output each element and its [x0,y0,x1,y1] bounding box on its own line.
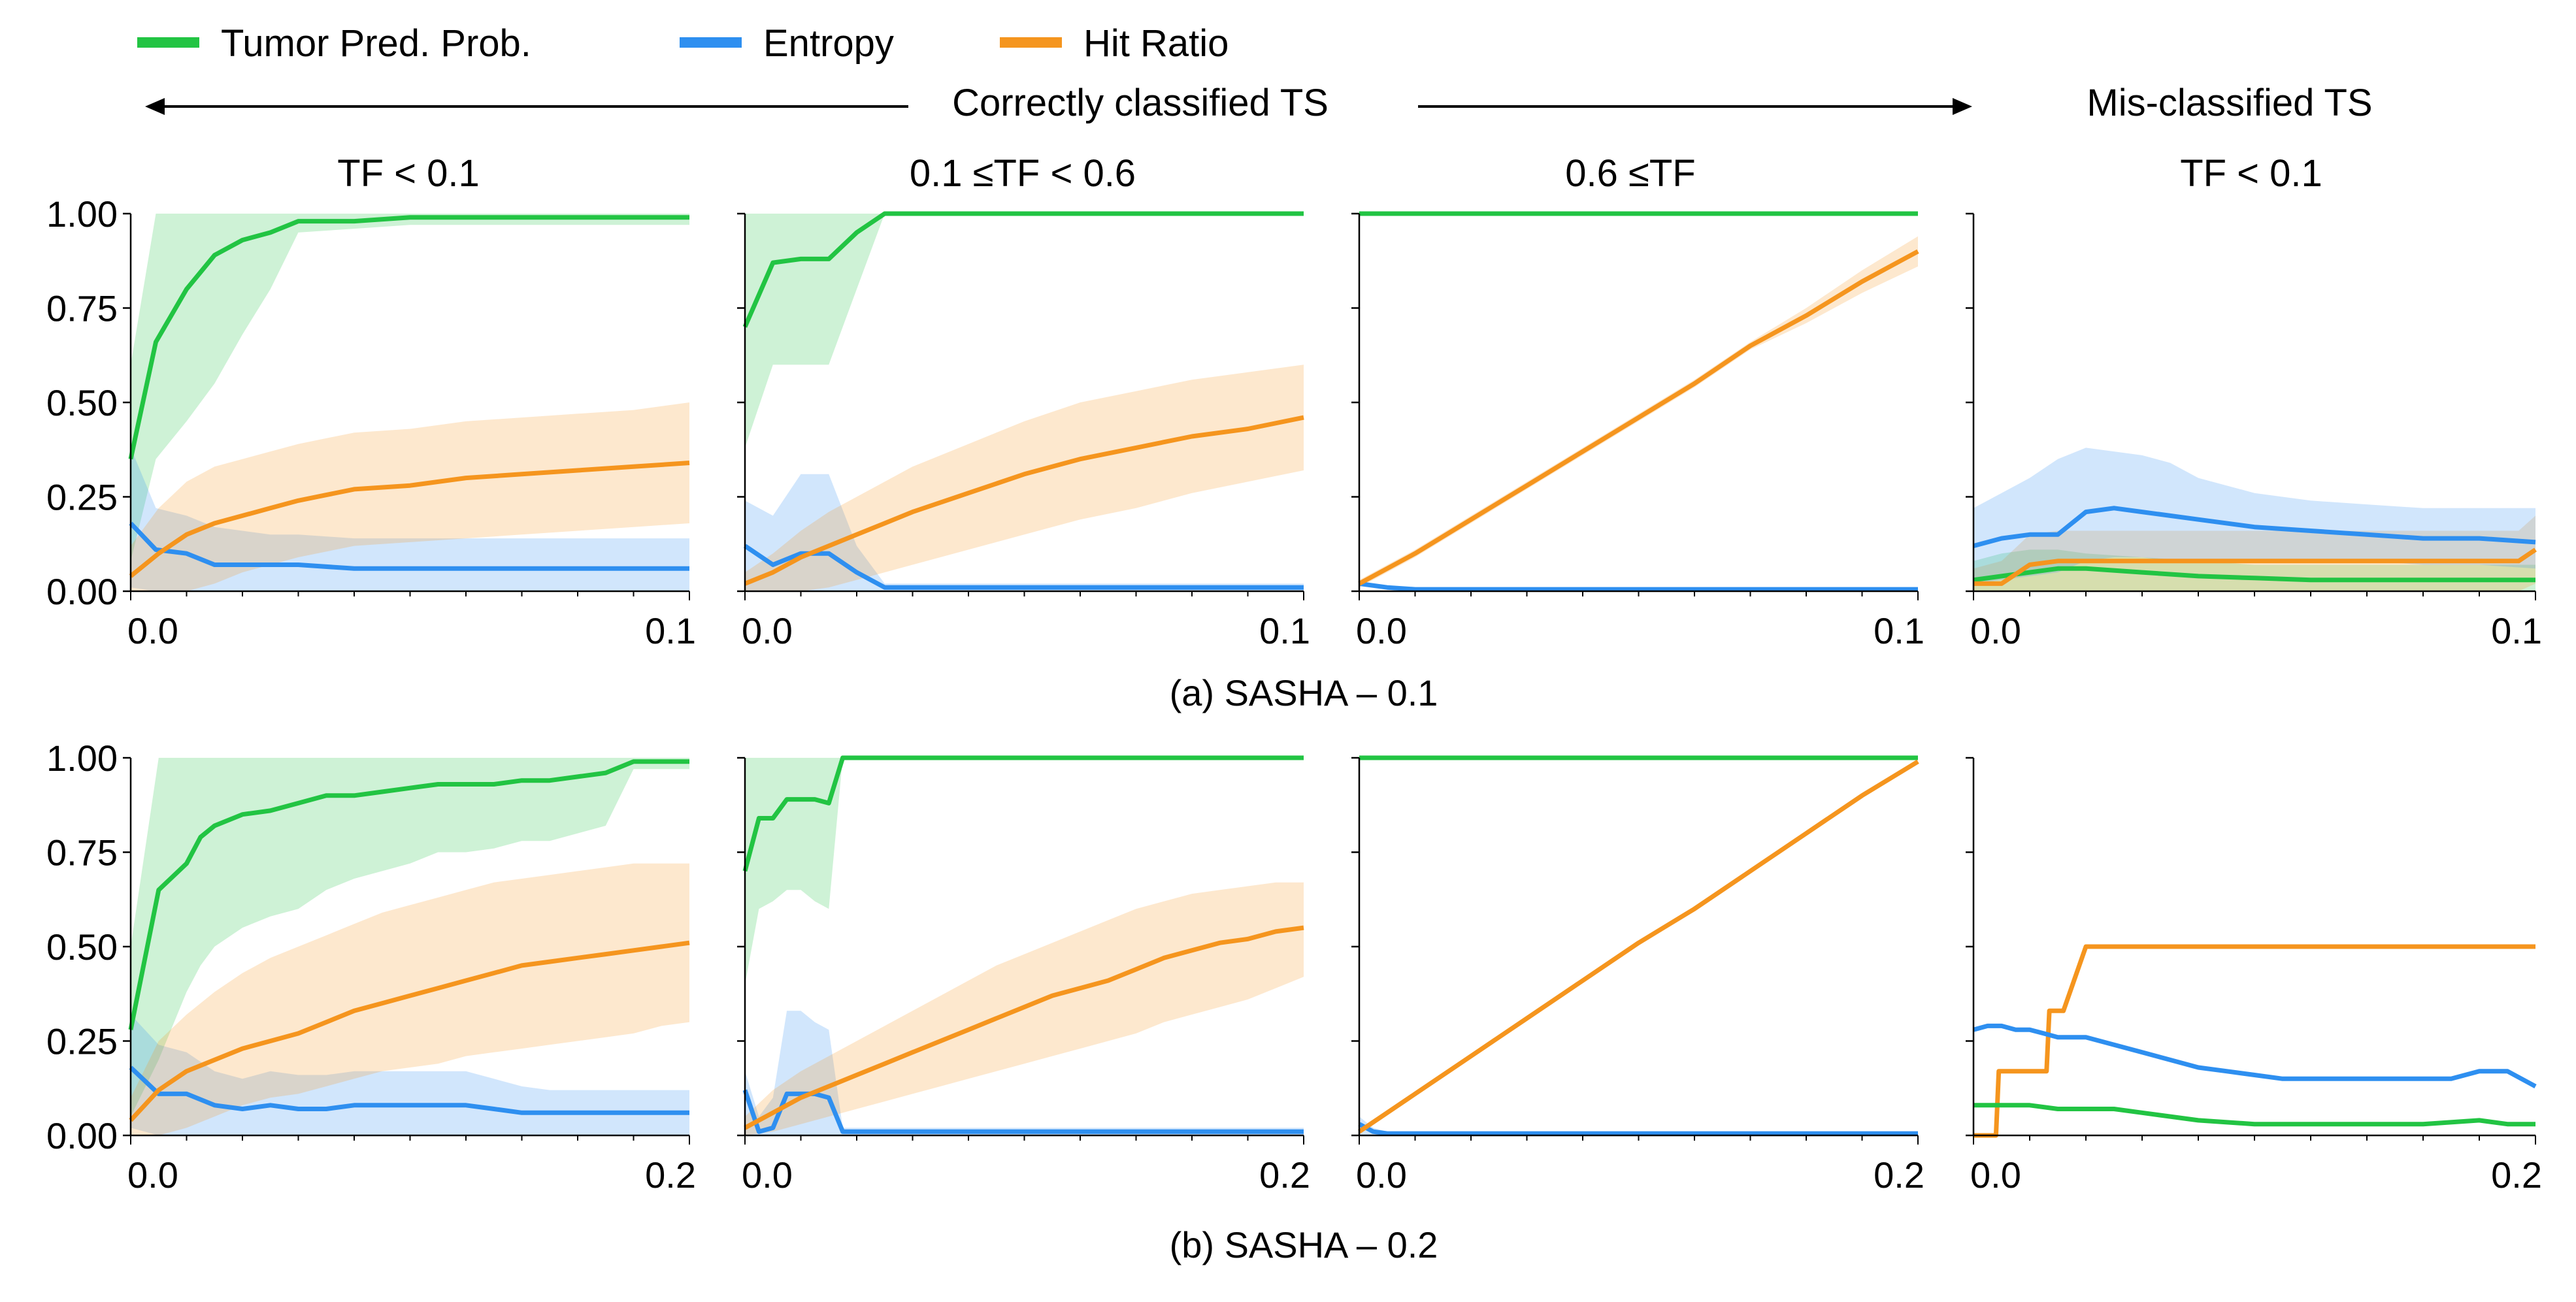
panel-r2c4-x-tick-label-start: 0.0 [1970,1154,2021,1196]
header: Correctly classified TS Mis-classified T… [145,82,2373,124]
panel-r2c1-band-prob [131,758,689,1117]
panel-r1c4-line-entropy [1973,506,2536,548]
panel-r1c3: 0.0 0.1 [1351,211,1924,651]
panel-r2c2-x-tick-label-start: 0.0 [742,1154,793,1196]
panel-r2c1-line-entropy [129,1066,689,1115]
legend-label-entropy: Entropy [763,22,894,65]
panel-r1c4-line-prob [1973,566,2535,583]
panel-r2c1-band-hit [131,863,689,1135]
panel-r1c2-x-tick-label-end: 0.1 [1259,610,1310,651]
panel-r2c2-line-prob [742,755,1304,872]
panel-r2c3-line-hit [1358,759,1919,1134]
panel-r1c2-line-hit [744,415,1304,586]
column-title-3: 0.6 ≤TF [1565,152,1695,195]
panel-r1c4-x-tick-label-start: 0.0 [1970,610,2021,651]
panel-r2c1-x-tick-label-start: 0.0 [127,1154,178,1196]
panel-r2c1-y-tick-label: 0.75 [46,832,118,873]
panel-r1c4-x-tick-label-end: 0.1 [2491,610,2542,651]
row-caption-b: (b) SASHA – 0.2 [1170,1224,1438,1265]
correct-label: Correctly classified TS [952,82,1329,124]
panel-r2c2-x-tick-label-end: 0.2 [1259,1154,1310,1196]
panel-r1c1-x-tick-label-start: 0.0 [127,610,178,651]
panel-r2c3-x-tick-label-start: 0.0 [1356,1154,1407,1196]
panel-r1c3-x-tick-label-end: 0.1 [1874,610,1924,651]
column-title-1: TF < 0.1 [337,152,480,195]
panel-r2c1-y-tick-label: 1.00 [46,738,118,779]
panel-r2c3-line-entropy [1358,1122,1918,1136]
panel-r1c1-y-tick-label: 0.00 [46,571,118,612]
panel-r1c1-band-prob [131,214,689,561]
panel-r2c2-band-prob [745,758,1304,985]
panel-r1c1-line-hit [129,461,690,578]
panel-r2c1-line-hit [129,940,690,1122]
panel-r1c2-band-prob [745,214,1304,448]
panel-r2c1-y-tick-label: 0.00 [46,1115,118,1156]
panel-r2c4-line-entropy [1973,1023,2537,1088]
panel-r1c1-band-entropy [131,448,689,591]
panel-r1c3-line-entropy [1359,581,1918,592]
panel-r1c2-line-prob [742,211,1304,328]
column-title-2: 0.1 ≤TF < 0.6 [910,152,1136,195]
left-arrowhead [145,98,165,115]
panel-r1c1-x-tick-label-end: 0.1 [645,610,696,651]
panel-r1c3-band-hit [1359,236,1918,588]
panels: 0.000.250.500.751.000.0 0.1 0.0 0.1 0.0 0.1 0.… [46,193,2542,1196]
panel-r2c3: 0.0 0.2 [1351,755,1924,1196]
panel-r2c3-x-tick-label-end: 0.2 [1874,1154,1924,1196]
panel-r1c1-y-tick-label: 0.50 [46,382,118,423]
legend-label-hit: Hit Ratio [1083,22,1229,65]
panel-r1c1-y-tick-label: 0.25 [46,477,118,518]
panel-r2c1-x-tick-label-end: 0.2 [645,1154,696,1196]
panel-r1c2: 0.0 0.1 [737,211,1310,651]
panel-r1c1-line-entropy [129,521,689,571]
panel-r1c1-line-prob [128,215,689,460]
panel-r1c1-y-tick-label: 0.75 [46,288,118,329]
panel-r2c1-y-tick-label: 0.50 [46,926,118,968]
legend-label-prob: Tumor Pred. Prob. [221,22,531,65]
panel-r1c2-band-entropy [745,474,1304,591]
panel-r2c4: 0.0 0.2 [1966,757,2542,1196]
panel-r1c4-band-entropy [1973,448,2535,584]
panel-r2c1: 0.00 0.25 0.50 0.75 1.00 0.0 0.2 [46,738,696,1196]
panel-r1c2-x-tick-label-start: 0.0 [742,610,793,651]
panel-r2c1-y-tick-label: 0.25 [46,1021,118,1062]
panel-r1c2-band-hit [745,365,1304,591]
panel-r1c4-line-hit [1973,547,2537,586]
panel-r2c4-line-hit [1973,944,2535,1138]
panel-r2c4-x-tick-label-end: 0.2 [2491,1154,2542,1196]
mis-label: Mis-classified TS [2087,82,2372,124]
panel-r2c2-line-hit [744,925,1304,1130]
panel-r1c1: 0.00 0.25 0.50 0.75 1.00 0.0 0.1 [46,193,696,651]
panel-r1c1-y-tick-label: 1.00 [46,193,118,235]
panel-r1c3-line-hit [1358,249,1919,586]
panel-r2c2: 0.0 0.2 [737,755,1310,1196]
panel-r2c2-band-entropy [745,1011,1304,1135]
right-arrowhead [1953,98,1972,115]
column-titles: TF < 0.1 0.1 ≤TF < 0.6 0.6 ≤TF TF < 0.1 [337,152,2322,195]
panel-r2c4-line-prob [1973,1103,2535,1127]
column-title-4: TF < 0.1 [2180,152,2322,195]
panel-r1c1-band-hit [131,402,689,591]
legend: Tumor Pred. Prob. Entropy Hit Ratio [137,22,1229,65]
row-caption-a: (a) SASHA – 0.1 [1170,672,1438,713]
panel-r1c4: 0.0 0.1 [1966,212,2542,651]
panel-r1c3-x-tick-label-start: 0.0 [1356,610,1407,651]
panel-r2c1-line-prob [128,759,689,1030]
